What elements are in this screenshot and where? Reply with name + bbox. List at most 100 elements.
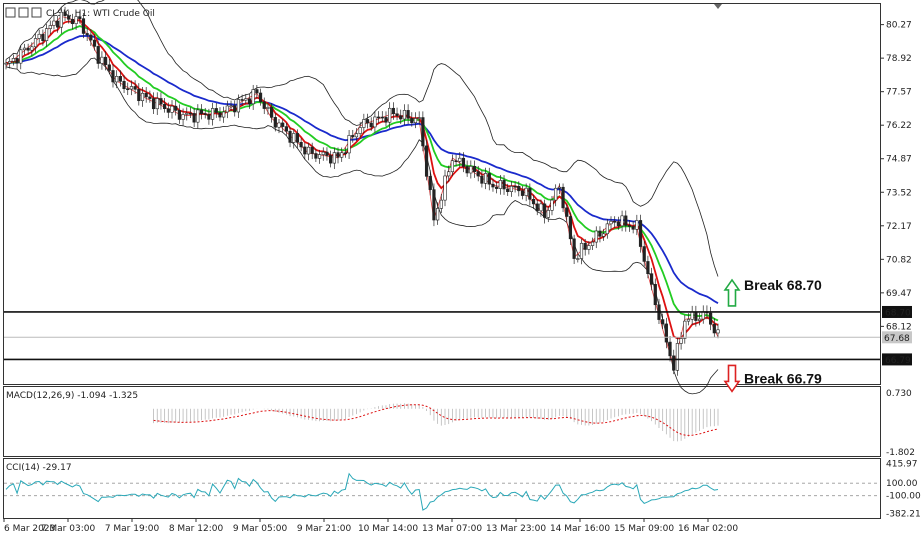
candle-body — [587, 245, 591, 250]
candle-body — [579, 242, 584, 259]
candle-body — [199, 109, 204, 114]
chart-mode-icon[interactable] — [18, 7, 29, 18]
candle-body — [74, 16, 78, 25]
candle-body — [317, 154, 322, 159]
candle-body — [133, 86, 137, 90]
candle-body — [550, 199, 554, 211]
time-tick-label: 6 Mar 2023 — [4, 524, 55, 534]
expand-icon[interactable] — [5, 7, 16, 18]
candle-body — [288, 130, 292, 143]
price-tick-label: 70.82 — [886, 255, 912, 265]
candle-body — [303, 146, 307, 155]
candle-body — [653, 284, 657, 306]
candle-body — [424, 145, 429, 177]
close-window-icon[interactable] — [31, 7, 42, 18]
candle-body — [203, 113, 207, 115]
candle-body — [590, 241, 595, 246]
candle-body — [642, 246, 646, 262]
candle-body — [535, 203, 539, 212]
candle-body — [292, 133, 296, 143]
candle-body — [126, 88, 130, 91]
candle-body — [668, 341, 672, 357]
candle-body — [638, 220, 643, 247]
candle-body — [299, 142, 303, 148]
break-up-label: Break 68.70 — [744, 277, 822, 293]
macd-tick-label: 0.730 — [886, 389, 912, 399]
candle-body — [649, 273, 654, 285]
arrow-down-icon — [723, 364, 741, 393]
candle-body — [354, 133, 359, 138]
price-tick-label: 74.87 — [886, 155, 912, 165]
bollinger-upper-band — [5, 0, 719, 277]
candle-body — [568, 216, 573, 240]
candle-body — [347, 135, 351, 154]
candle-body — [436, 208, 440, 221]
ma-slow-line — [5, 34, 719, 304]
candle-body — [388, 107, 392, 123]
candle-body — [572, 238, 576, 259]
candle-body — [306, 146, 311, 155]
break-level-tag-label: 66.79 — [885, 356, 911, 366]
candle-body — [185, 112, 189, 115]
candle-body — [561, 186, 565, 209]
candle-body — [520, 190, 525, 196]
candles-layer — [4, 6, 720, 376]
candle-body — [369, 122, 373, 128]
candle-body — [159, 98, 163, 105]
candle-body — [675, 343, 680, 371]
candle-body — [218, 112, 222, 118]
candle-body — [177, 110, 181, 120]
candle-body — [251, 89, 255, 105]
candle-body — [358, 127, 362, 134]
candle-body — [281, 122, 285, 127]
candle-body — [148, 96, 152, 99]
candle-body — [417, 117, 421, 119]
candle-body — [170, 105, 174, 113]
candle-body — [37, 33, 41, 39]
cci-tick-label: 100.00 — [886, 479, 918, 489]
macd-layer: MACD(12,26,9) -1.094 -1.325 0.730 -1.802 — [6, 389, 915, 458]
candle-body — [11, 58, 15, 62]
candle-body — [517, 185, 521, 192]
arrow-up-icon — [723, 278, 741, 307]
candle-body — [605, 223, 609, 235]
candle-body — [336, 152, 340, 158]
candle-body — [690, 311, 694, 320]
candle-body — [661, 319, 665, 325]
candle-body — [174, 105, 178, 111]
candle-body — [672, 355, 676, 371]
candle-body — [709, 312, 713, 325]
candle-body — [635, 220, 639, 230]
cci-tick-label: 415.97 — [886, 459, 918, 469]
candle-body — [8, 61, 12, 64]
candle-body — [140, 92, 145, 102]
candle-body — [664, 323, 668, 343]
price-tick-label: 78.92 — [886, 54, 912, 64]
candle-body — [48, 25, 52, 29]
candle-body — [487, 173, 491, 185]
candle-body — [30, 46, 34, 51]
break-level-tag-label: 68.70 — [885, 308, 911, 318]
candle-body — [399, 115, 403, 120]
scroll-marker-icon[interactable] — [714, 4, 722, 9]
candle-body — [270, 107, 274, 118]
current-price-label: 67.68 — [884, 334, 910, 344]
candle-body — [598, 230, 602, 237]
candle-body — [528, 187, 532, 200]
candle-body — [59, 11, 63, 28]
candle-body — [222, 111, 226, 118]
candle-body — [506, 188, 510, 192]
candle-body — [137, 89, 141, 102]
candle-body — [646, 261, 650, 275]
candle-body — [565, 207, 569, 217]
candle-body — [406, 110, 410, 119]
candle-body — [41, 33, 45, 41]
current-price-tag — [882, 331, 912, 344]
candle-body — [377, 116, 381, 119]
candle-body — [421, 117, 425, 147]
candle-body — [163, 103, 167, 110]
candle-body — [447, 171, 451, 177]
candle-body — [236, 99, 241, 113]
candle-body — [469, 166, 473, 174]
